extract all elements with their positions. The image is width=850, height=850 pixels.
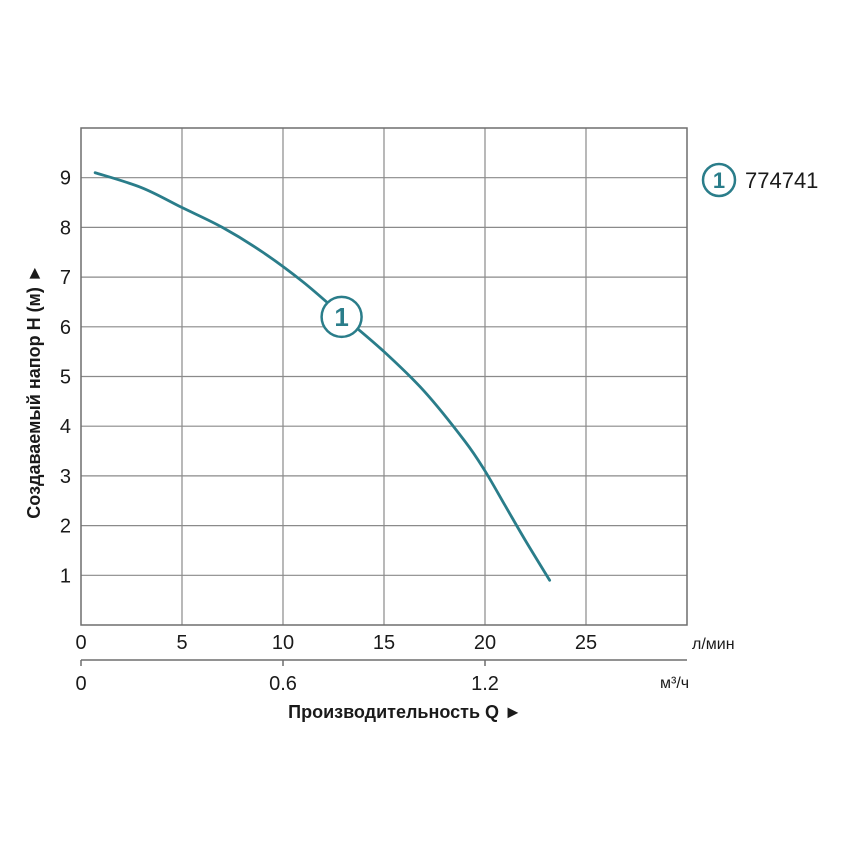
x2-tick-label: 0 [75,673,86,695]
x2-tick-label: 1.2 [471,673,499,695]
x-tick-label: 20 [474,632,496,654]
legend-marker-number: 1 [713,168,725,193]
x-tick-label: 10 [272,632,294,654]
plot-frame [80,127,688,626]
series-layer: 1 [93,171,552,582]
y-tick-label: 5 [60,367,71,389]
x-tick-label: 5 [176,632,187,654]
curve-marker-circle [320,295,363,339]
y-tick-label: 7 [60,267,71,289]
curve-marker-number: 1 [334,302,348,332]
y-tick-label: 1 [60,565,71,587]
legend: 1 774741 [701,162,818,198]
y-axis-title: Создаваемый напор H (м) ► [24,264,44,518]
y-tick-label: 3 [60,466,71,488]
x2-tick-label: 0.6 [269,673,297,695]
y-tick-label: 9 [60,168,71,190]
x-tick-label: 0 [75,632,86,654]
x-tick-label: 15 [373,632,395,654]
tick-labels: 1 2 3 4 5 6 7 8 9 0 5 10 15 20 25 0 0.6 1.2 [60,168,597,695]
series-line-774741 [93,171,552,582]
legend-marker-circle [701,162,737,198]
y-tick-label: 8 [60,217,71,239]
y-tick-label: 4 [60,416,71,438]
x-unit-primary: л/мин [692,636,735,653]
x-tick-label: 25 [575,632,597,654]
y-tick-label: 6 [60,317,71,339]
x-unit-secondary: м³/ч [660,675,689,692]
legend-series-name: 774741 [745,168,818,193]
grid [81,128,687,625]
y-tick-label: 2 [60,516,71,538]
x-axis-title: Производительность Q ► [288,702,522,722]
